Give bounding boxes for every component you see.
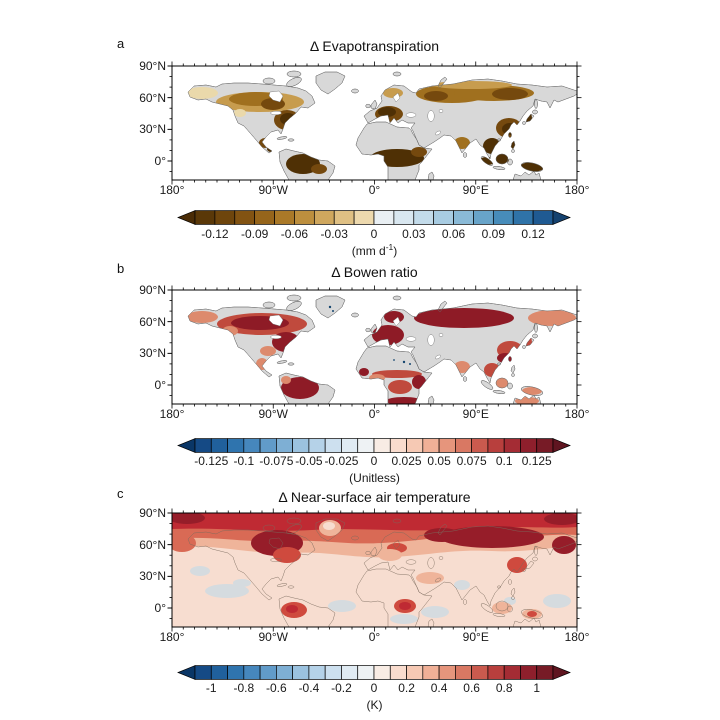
- colorbar-c-labels: -1 -0.8 -0.6 -0.4 -0.2 0 0.2 0.4 0.6 0.8 1: [195, 681, 553, 695]
- panel-b-title: Δ Bowen ratio: [331, 264, 418, 280]
- map-air-temperature: [167, 508, 582, 632]
- colorbar-tick-label: -0.6: [266, 681, 287, 695]
- panel-c-letter: c: [117, 486, 124, 501]
- xtick-label: 90°E: [462, 630, 489, 644]
- colorbar-tick-label: 1: [533, 681, 541, 695]
- colorbar-tick-label: 0.2: [398, 681, 415, 695]
- colorbar-tick-label: -1: [205, 681, 217, 695]
- xtick-label: 90°E: [462, 407, 489, 421]
- colorbar-tick-label: 0.03: [402, 227, 426, 241]
- colorbar-b-units: (Unitless): [349, 471, 400, 485]
- coastline-layer: [187, 70, 578, 181]
- colorbar-svg: [177, 438, 571, 453]
- xtick-label: 90°W: [258, 630, 288, 644]
- panel-c-title: Δ Near-surface air temperature: [278, 489, 471, 505]
- colorbar-tick-label: -0.1: [233, 454, 255, 468]
- panel-a-xticks: 180° 90°W 0° 90°E 180°: [160, 183, 590, 197]
- colorbar-tick-label: 0.025: [391, 454, 422, 468]
- colorbar-tick-label: 0.4: [430, 681, 448, 695]
- panel-a-letter: a: [117, 36, 125, 51]
- coastline-layer: [187, 517, 578, 628]
- land-layer: [187, 70, 578, 181]
- xtick-label: 0°: [368, 183, 381, 197]
- xtick-label: 180°: [159, 407, 185, 421]
- panel-c-xticks: 180° 90°W 0° 90°E 180°: [160, 630, 590, 644]
- panel-a-ytick-0: 0°: [154, 154, 166, 168]
- colorbar-tick-label: 0.1: [495, 454, 513, 468]
- panel-c-ytick-90n: 90°N: [139, 506, 166, 520]
- panel-b-ytick-90n: 90°N: [139, 283, 166, 297]
- anomaly-layer: [172, 513, 577, 627]
- colorbar-tick-label: 0: [370, 227, 378, 241]
- lakes-layer: [268, 90, 444, 136]
- axis-ticks: [167, 61, 582, 185]
- panel-a-title: Δ Evapotranspiration: [309, 38, 440, 54]
- panel-c-ytick-30n: 30°N: [139, 569, 166, 584]
- colorbar-a-units: (mm d-1): [351, 242, 398, 258]
- panel-b-ytick-0: 0°: [154, 378, 166, 392]
- colorbar-tick-label: 0.09: [481, 227, 506, 241]
- colorbar-bowen-ratio: [177, 438, 571, 453]
- xtick-label: 180°: [159, 183, 185, 197]
- coastline-layer: [187, 294, 578, 405]
- xtick-label: 90°W: [258, 183, 288, 197]
- colorbar-svg: [177, 665, 571, 680]
- axis-ticks: [167, 285, 582, 409]
- xtick-label: 0°: [368, 630, 381, 644]
- colorbar-tick-label: -0.025: [324, 454, 359, 468]
- panel-b-xticks: 180° 90°W 0° 90°E 180°: [160, 407, 590, 421]
- colorbar-tick-label: -0.075: [259, 454, 294, 468]
- colorbar-tick-label: 0.05: [427, 454, 451, 468]
- colorbar-tick-label: 0.075: [456, 454, 487, 468]
- colorbar-tick-label: -0.125: [194, 454, 229, 468]
- panel-a-ytick-60n: 60°N: [139, 90, 166, 105]
- xtick-label: 180°: [564, 630, 590, 644]
- colorbar-tick-label: 0.8: [495, 681, 513, 695]
- panel-a-ytick-30n: 30°N: [139, 122, 166, 137]
- map-bowen-ratio: [167, 285, 582, 409]
- panel-b-ytick-30n: 30°N: [139, 346, 166, 361]
- xtick-label: 180°: [564, 407, 590, 421]
- colorbar-tick-label: -0.06: [280, 227, 309, 241]
- anomaly-layer: [188, 305, 576, 404]
- colorbar-tick-label: -0.12: [201, 227, 229, 241]
- colorbar-a-labels: -0.12 -0.09 -0.06 -0.03 0 0.03 0.06 0.09 0.12: [195, 227, 553, 241]
- colorbar-c-units: (K): [366, 698, 383, 712]
- xtick-label: 0°: [368, 407, 381, 421]
- colorbar-tick-label: 0.12: [521, 227, 545, 241]
- xtick-label: 90°W: [258, 407, 288, 421]
- map-evapotranspiration: [167, 61, 582, 185]
- colorbar-tick-label: -0.03: [320, 227, 348, 241]
- panel-c-ytick-60n: 60°N: [139, 537, 166, 552]
- panel-b-letter: b: [117, 261, 125, 276]
- xtick-label: 90°E: [462, 183, 489, 197]
- colorbar-tick-label: 0.06: [441, 227, 466, 241]
- lakes-layer: [268, 314, 444, 360]
- colorbar-tick-label: 0.6: [463, 681, 480, 695]
- axis-ticks: [167, 508, 582, 632]
- panel-b-ytick-60n: 60°N: [139, 314, 166, 329]
- colorbar-svg: [177, 210, 571, 225]
- colorbar-tick-label: 0.125: [521, 454, 552, 468]
- lakes-layer: [268, 537, 444, 583]
- colorbar-b-labels: -0.125 -0.1 -0.075 -0.05 -0.025 0 0.025 0.05 0.0…: [194, 454, 553, 468]
- colorbar-tick-label: 0: [370, 681, 378, 695]
- colorbar-tick-label: -0.2: [331, 681, 352, 695]
- colorbar-tick-label: -0.8: [233, 681, 255, 695]
- xtick-label: 180°: [564, 183, 590, 197]
- colorbar-tick-label: 0: [370, 454, 378, 468]
- colorbar-evapotranspiration: [177, 210, 571, 225]
- colorbar-tick-label: -0.4: [298, 681, 320, 695]
- xtick-label: 180°: [159, 630, 185, 644]
- colorbar-air-temperature: [177, 665, 571, 680]
- colorbar-tick-label: -0.09: [240, 227, 269, 241]
- panel-c-ytick-0: 0°: [154, 601, 166, 615]
- panel-a-ytick-90n: 90°N: [139, 59, 166, 73]
- colorbar-tick-label: -0.05: [295, 454, 323, 468]
